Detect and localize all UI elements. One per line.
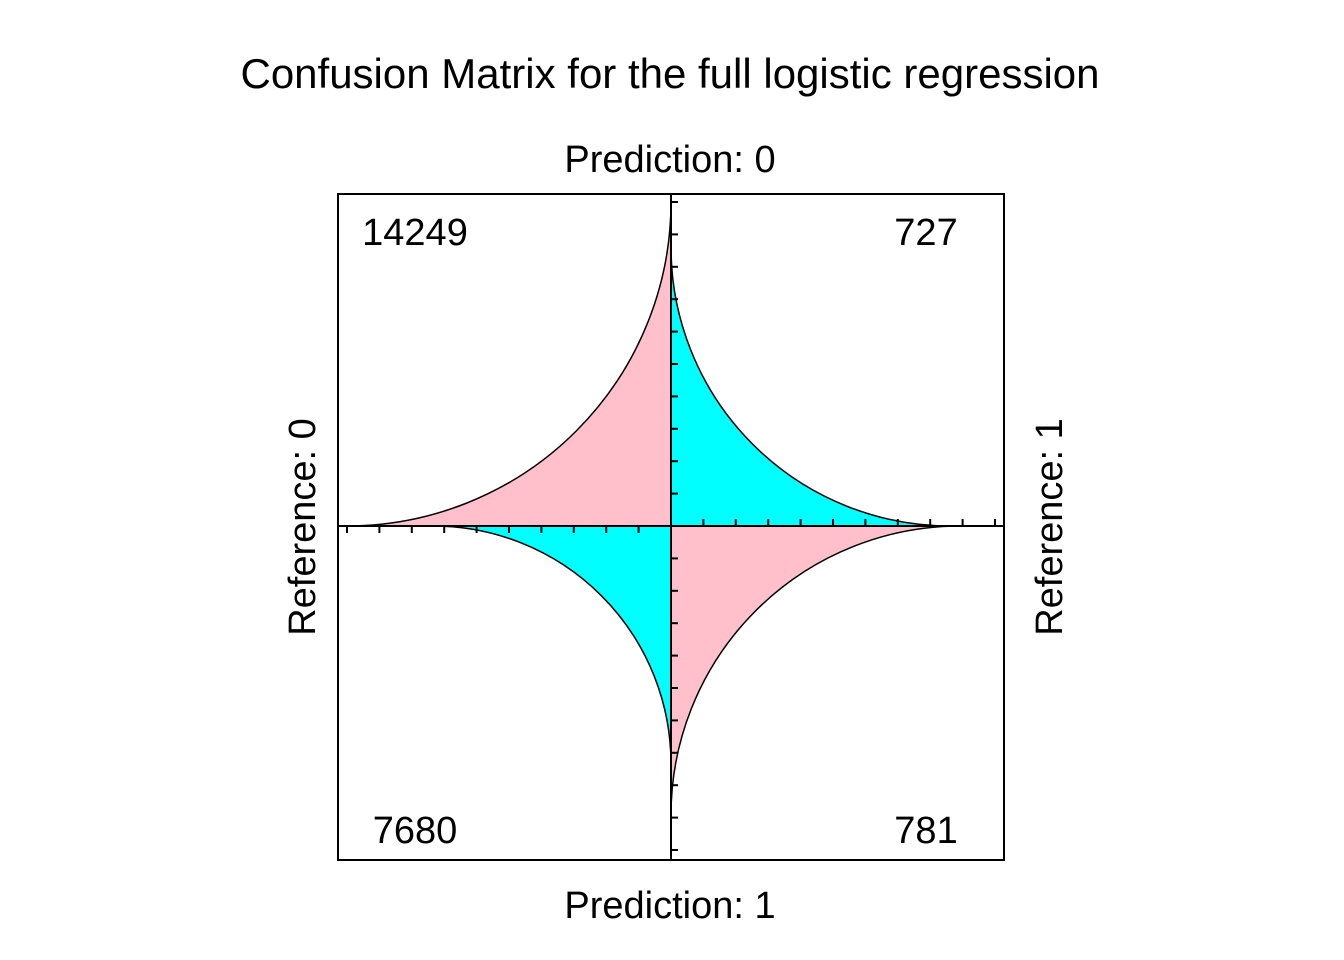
cell-value-bottom-left: 7680 (373, 810, 458, 852)
label-prediction-0: Prediction: 0 (564, 139, 775, 181)
sector-top-left (346, 201, 672, 527)
center-axes (338, 194, 1004, 860)
label-reference-0: Reference: 0 (282, 418, 324, 636)
label-prediction-1: Prediction: 1 (564, 885, 775, 927)
sector-bottom-right (670, 525, 961, 816)
chart-title: Confusion Matrix for the full logistic r… (240, 50, 1099, 97)
sector-bottom-left (433, 525, 672, 764)
cell-value-bottom-right: 781 (894, 810, 957, 852)
cell-value-top-right: 727 (894, 212, 957, 254)
cell-value-top-left: 14249 (362, 212, 468, 254)
label-reference-1: Reference: 1 (1029, 418, 1071, 636)
quadrant-sectors (346, 201, 961, 816)
sector-top-right (670, 246, 951, 527)
